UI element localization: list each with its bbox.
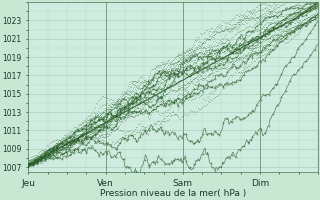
X-axis label: Pression niveau de la mer( hPa ): Pression niveau de la mer( hPa ) <box>100 189 246 198</box>
